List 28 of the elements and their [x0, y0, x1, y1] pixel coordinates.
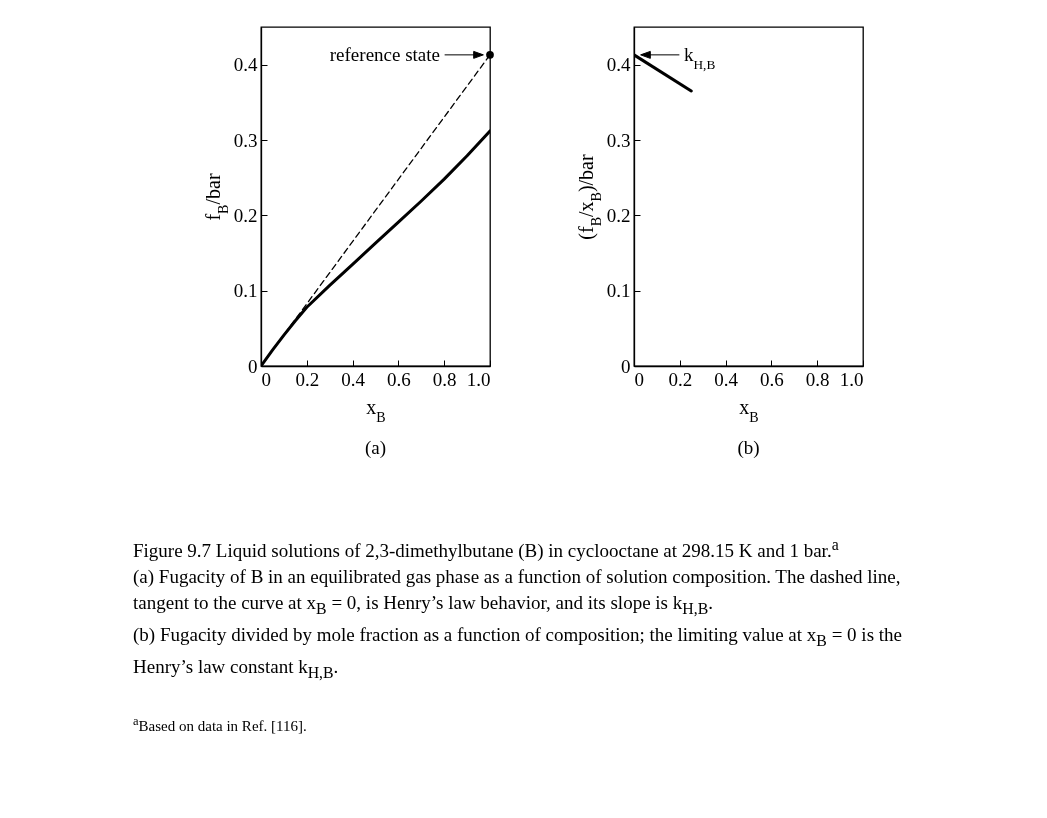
x-tick-label: 0.4 [714, 368, 739, 390]
x-tick-label: 0.6 [387, 368, 411, 390]
y-tick-label: 0.1 [606, 280, 631, 302]
y-tick-label: 0.1 [233, 280, 258, 302]
x-tick-label: 1.0 [839, 368, 864, 390]
y-tick-label: 0.3 [233, 129, 258, 151]
text: (a) [364, 437, 387, 459]
y-tick-label: 0.4 [606, 54, 631, 76]
x-axis-title: x$_{B}$ [366, 395, 386, 424]
x-tick-label: 0.6 [760, 368, 784, 390]
y-tick-label: 0.3 [606, 129, 631, 151]
y-tick-label: 0.2 [233, 204, 258, 226]
y-tick-label: 0.4 [233, 54, 258, 76]
x-axis-title: x$_{B}$ [739, 395, 759, 424]
y-tick-label: 0.2 [606, 204, 631, 226]
text: $^{a}$Based on data in Ref. [116]. [133, 712, 308, 736]
x-tick-label: 0.8 [432, 368, 457, 390]
x-tick-label: 0.8 [805, 368, 830, 390]
annotation: k$_{H,B}$ [684, 43, 716, 72]
caption: Figure 9.7 Liquid solutions of 2,3-dimethylbutane (B) in cyclooctane at 298.15 K and 1 bar.$^{a}$ [133, 535, 840, 564]
x-tick-label: 0.4 [341, 368, 366, 390]
x-tick-label: 0.2 [668, 368, 693, 390]
text: (b) [737, 437, 760, 459]
x-tick-label: 1.0 [466, 368, 491, 390]
annotation: reference state [329, 43, 440, 65]
x-tick-label: 0.2 [295, 368, 320, 390]
text: (b) Fugacity divided by mole fraction as a function of composition; the limiting value at x$_{B}$ = 0 is the Henry’s law constant k$_{H,B}$. [133, 624, 902, 681]
text: (a) Fugacity of B in an equilibrated gas phase as a function of solution composition. The dashed line, tangent to the curve at x$_{B}$ = 0, is Henry’s law behavior, and its slope is k$_{H,B}$. [133, 565, 902, 620]
